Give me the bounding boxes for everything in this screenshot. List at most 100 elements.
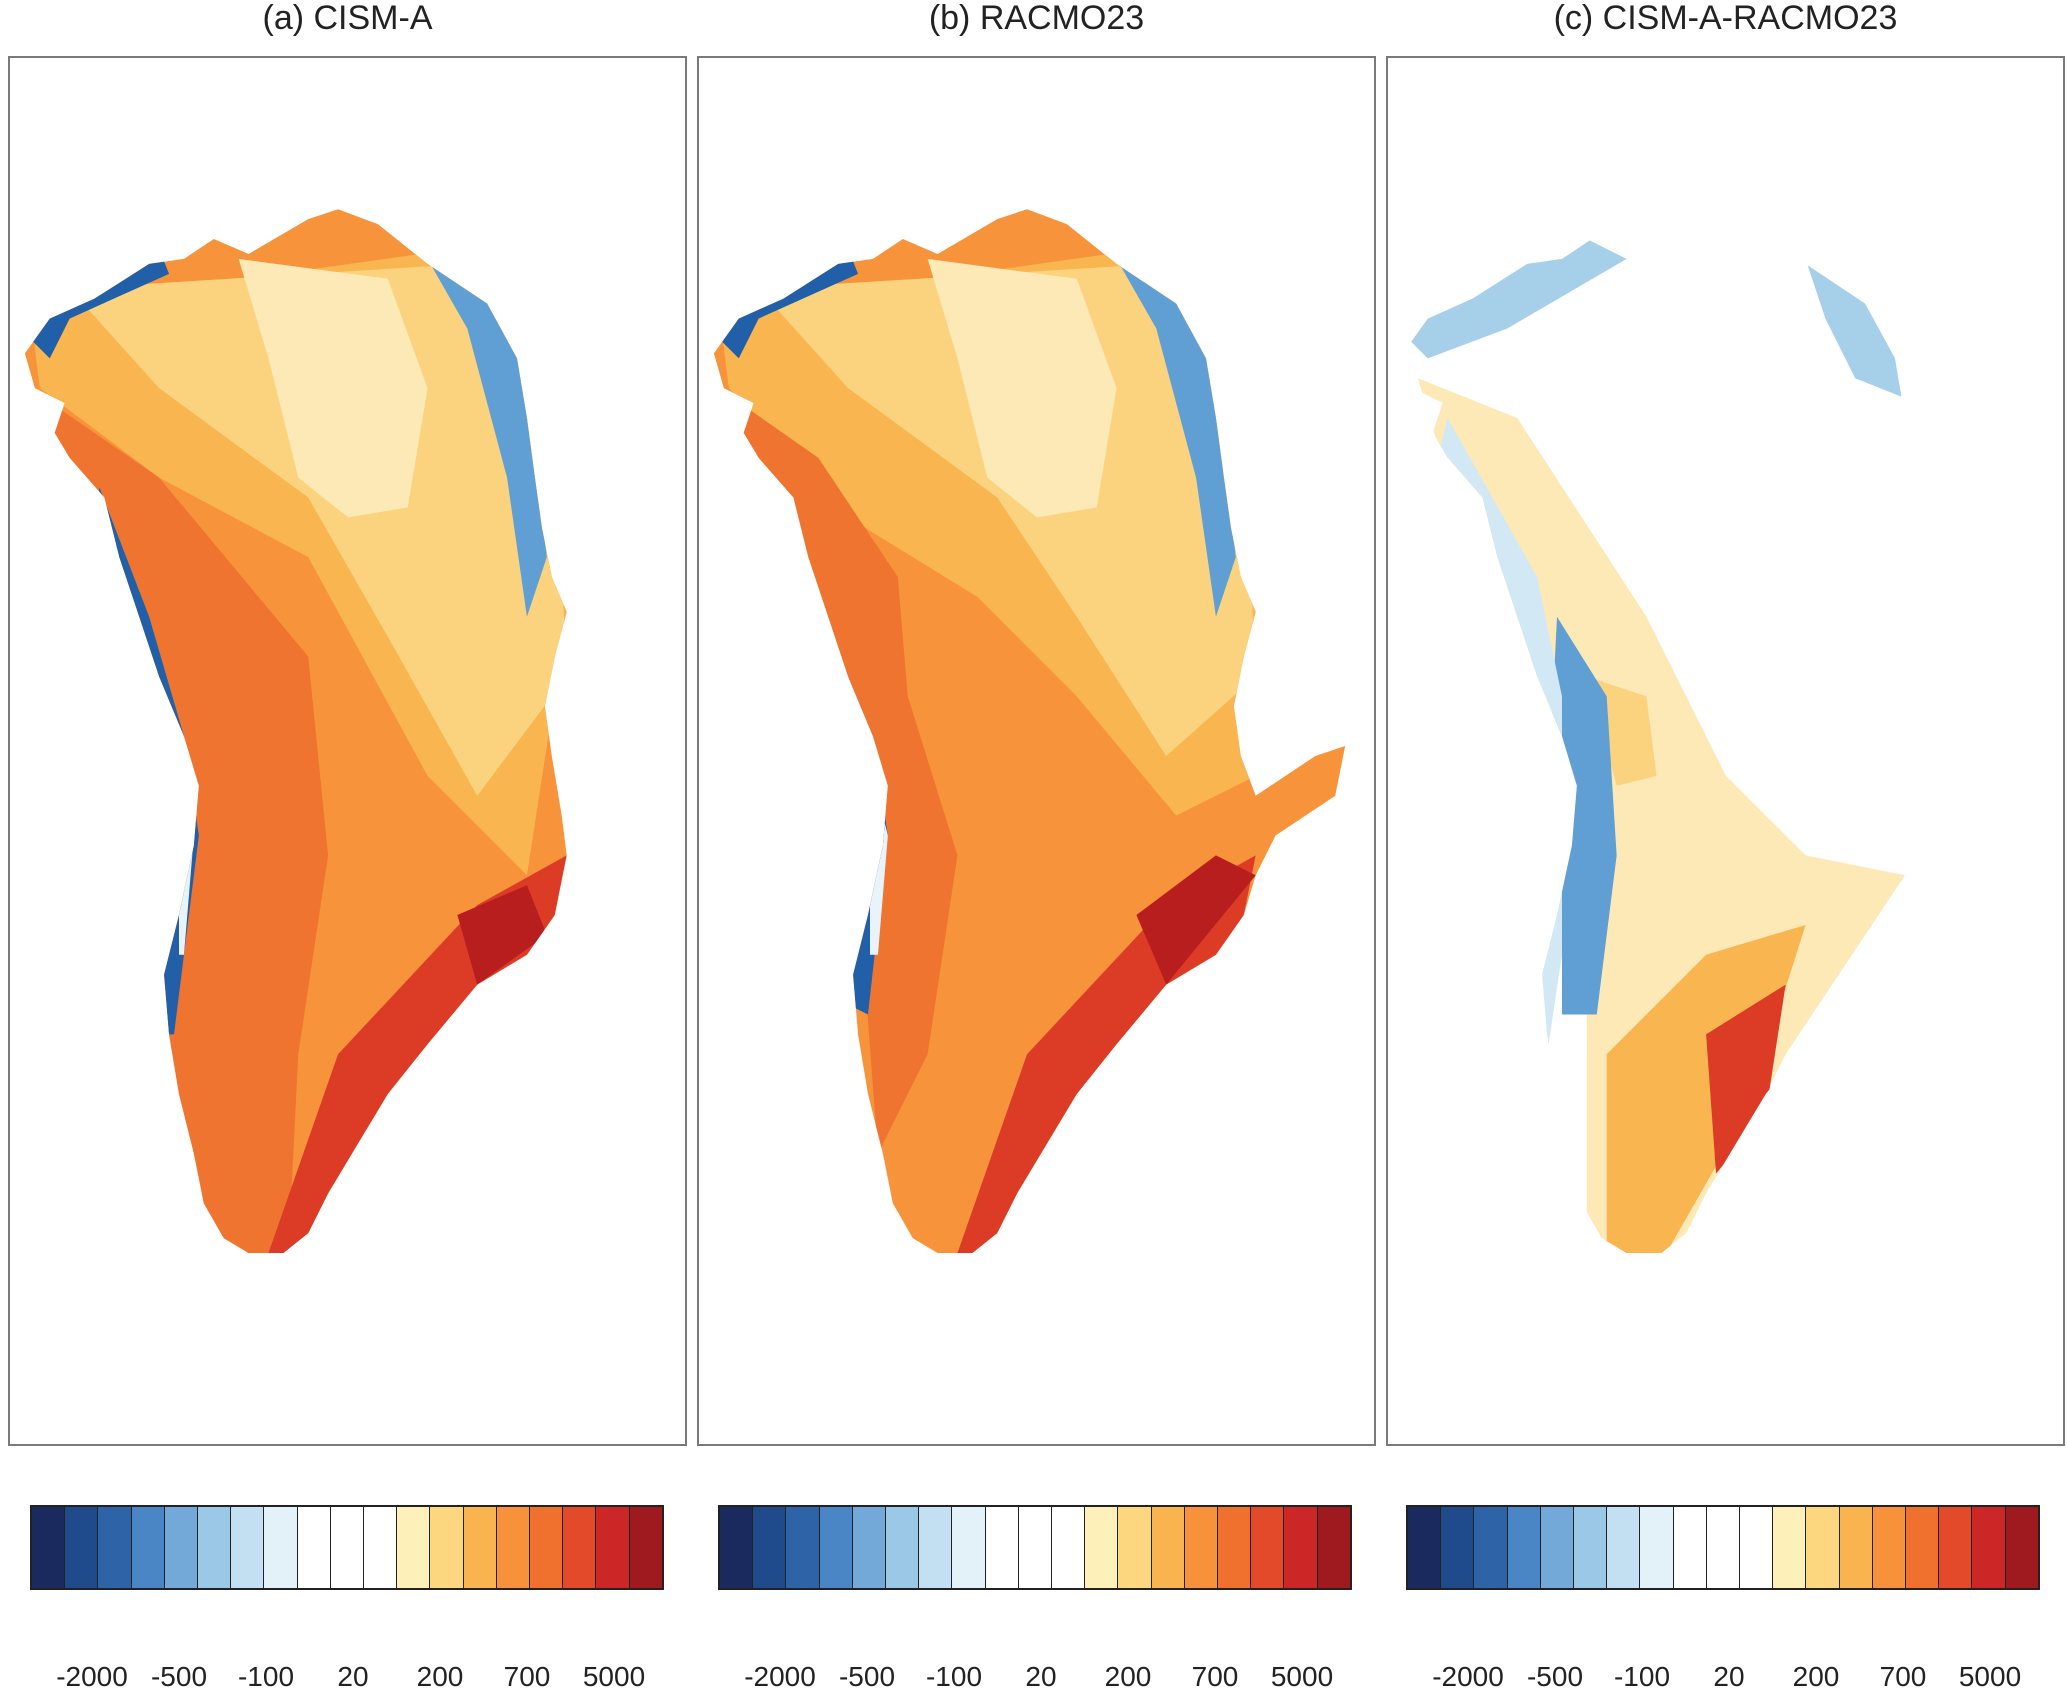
colorbar-swatch <box>330 1507 365 1588</box>
colorbar-tick-label: -100 <box>925 1661 983 1692</box>
colorbar-swatch <box>463 1507 497 1588</box>
colorbar-swatch <box>819 1507 853 1588</box>
colorbar-tick-label: 20 <box>337 1661 369 1692</box>
colorbar-swatch <box>164 1507 199 1588</box>
colorbar-swatch <box>2005 1507 2038 1588</box>
map-c-zone-north-blue <box>1402 239 1627 359</box>
colorbar-swatch <box>231 1507 265 1588</box>
colorbar-tick-label: 5000 <box>1270 1661 1334 1692</box>
colorbar-tick-label: 200 <box>1104 1661 1152 1692</box>
colorbar-swatch <box>596 1507 630 1588</box>
colorbar-swatch <box>1184 1507 1219 1588</box>
map-panel-a <box>8 56 687 1446</box>
map-c-zone-red <box>1706 984 1786 1174</box>
greenland-map-c <box>1402 209 2035 1254</box>
colorbar-swatch <box>198 1507 232 1588</box>
colorbar-swatch <box>1474 1507 1508 1588</box>
colorbar-swatch <box>1218 1507 1252 1588</box>
colorbar-swatch <box>1408 1507 1442 1588</box>
colorbar-tick-label: 20 <box>1025 1661 1057 1692</box>
colorbar-swatch <box>985 1507 1019 1588</box>
colorbar-tick-label: -500 <box>838 1661 896 1692</box>
colorbar-swatch <box>786 1507 820 1588</box>
map-c-zone-northeast-blue <box>1805 258 1905 399</box>
colorbar-swatch <box>1284 1507 1318 1588</box>
colorbar-tick-label: 700 <box>1879 1661 1927 1692</box>
panel-title-a: (a) CISM-A <box>262 0 433 37</box>
colorbar-swatch <box>1906 1507 1940 1588</box>
colorbar-swatch <box>886 1507 920 1588</box>
colorbar-ticks-b: -2000 -500 -100 20 200 700 5000 <box>718 1662 1352 1691</box>
colorbar-swatch <box>496 1507 531 1588</box>
colorbar-swatch <box>1151 1507 1185 1588</box>
colorbar-swatch <box>32 1507 66 1588</box>
greenland-map-a <box>24 209 567 1254</box>
colorbar-tick-label: 5000 <box>582 1661 646 1692</box>
map-panel-c <box>1386 56 2065 1446</box>
colorbar-swatch <box>1507 1507 1541 1588</box>
colorbar-swatch <box>1085 1507 1119 1588</box>
colorbar-swatch <box>753 1507 787 1588</box>
panel-title-c: (c) CISM-A-RACMO23 <box>1553 0 1898 37</box>
map-a-zone-dark-red <box>457 885 547 985</box>
colorbar-swatch <box>1018 1507 1053 1588</box>
colorbar-swatch <box>1673 1507 1707 1588</box>
map-panel-b <box>697 56 1376 1446</box>
colorbar-swatch <box>720 1507 754 1588</box>
colorbar-a <box>30 1505 664 1590</box>
colorbar-swatch <box>1607 1507 1641 1588</box>
map-b-zone-dark-red <box>1136 855 1256 985</box>
colorbar-swatch <box>397 1507 431 1588</box>
colorbar-swatch <box>919 1507 953 1588</box>
colorbar-tick-label: 700 <box>1191 1661 1239 1692</box>
colorbar-swatch <box>1839 1507 1873 1588</box>
colorbar-swatch <box>1939 1507 1973 1588</box>
colorbar-swatch <box>1706 1507 1741 1588</box>
greenland-map-b <box>713 209 1346 1254</box>
colorbar-swatch <box>1118 1507 1152 1588</box>
colorbar-swatch <box>1441 1507 1475 1588</box>
map-b-zone-pale-yellow <box>927 258 1117 518</box>
colorbar-swatch <box>1640 1507 1674 1588</box>
colorbar-swatch <box>430 1507 464 1588</box>
colorbar-tick-label: 5000 <box>1958 1661 2022 1692</box>
colorbar-swatch <box>852 1507 887 1588</box>
map-b-zone-yellow <box>758 258 1256 756</box>
colorbar-tick-label: -100 <box>237 1661 295 1692</box>
colorbar-swatch <box>1773 1507 1807 1588</box>
colorbar-swatch <box>1251 1507 1285 1588</box>
colorbar-tick-label: -500 <box>150 1661 208 1692</box>
colorbar-ticks-a: -2000 -500 -100 20 200 700 5000 <box>30 1662 664 1691</box>
map-c-fill-white <box>1402 209 2035 1254</box>
colorbar-swatch <box>1740 1507 1774 1588</box>
map-a-zone-yellow <box>69 258 567 796</box>
colorbar-swatch <box>297 1507 331 1588</box>
colorbar-c <box>1406 1505 2040 1590</box>
colorbar-swatch <box>563 1507 597 1588</box>
colorbar-swatch <box>65 1507 99 1588</box>
colorbar-swatch <box>952 1507 986 1588</box>
colorbar-tick-label: -2000 <box>56 1661 128 1692</box>
map-c-zone-coast-pale-blue <box>1437 417 1562 1055</box>
colorbar-swatch <box>1806 1507 1840 1588</box>
colorbar-tick-label: 200 <box>1792 1661 1840 1692</box>
colorbar-tick-label: 700 <box>503 1661 551 1692</box>
map-b-zone-dark-orange <box>718 388 958 1154</box>
colorbar-swatch <box>1317 1507 1350 1588</box>
colorbar-swatch <box>1574 1507 1608 1588</box>
colorbar-b <box>718 1505 1352 1590</box>
colorbar-ticks-c: -2000 -500 -100 20 200 700 5000 <box>1406 1662 2040 1691</box>
colorbar-swatch <box>530 1507 564 1588</box>
colorbar-tick-label: -2000 <box>1432 1661 1504 1692</box>
colorbar-swatch <box>1540 1507 1575 1588</box>
colorbar-swatch <box>364 1507 398 1588</box>
colorbar-swatch <box>98 1507 132 1588</box>
colorbar-swatch <box>1872 1507 1907 1588</box>
map-c-zone-west-blue <box>1552 616 1617 1015</box>
panel-title-b: (b) RACMO23 <box>928 0 1145 37</box>
colorbar-swatch <box>1052 1507 1086 1588</box>
map-a-zone-pale-yellow <box>238 258 428 518</box>
colorbar-swatch <box>1972 1507 2006 1588</box>
colorbar-swatch <box>629 1507 662 1588</box>
colorbar-swatch <box>131 1507 165 1588</box>
